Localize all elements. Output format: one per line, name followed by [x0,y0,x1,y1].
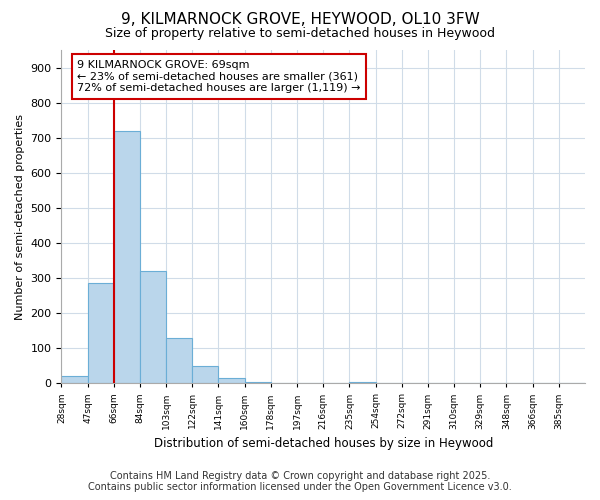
Text: Contains HM Land Registry data © Crown copyright and database right 2025.
Contai: Contains HM Land Registry data © Crown c… [88,471,512,492]
Bar [218,378,245,384]
Bar [114,130,140,384]
Bar [166,338,193,384]
Bar [88,284,114,384]
Bar [245,382,271,384]
Text: Size of property relative to semi-detached houses in Heywood: Size of property relative to semi-detach… [105,28,495,40]
Text: 9 KILMARNOCK GROVE: 69sqm
← 23% of semi-detached houses are smaller (361)
72% of: 9 KILMARNOCK GROVE: 69sqm ← 23% of semi-… [77,60,361,93]
Bar [349,382,376,384]
Bar [193,366,218,384]
Y-axis label: Number of semi-detached properties: Number of semi-detached properties [15,114,25,320]
Bar [61,376,88,384]
Bar [140,271,166,384]
X-axis label: Distribution of semi-detached houses by size in Heywood: Distribution of semi-detached houses by … [154,437,493,450]
Text: 9, KILMARNOCK GROVE, HEYWOOD, OL10 3FW: 9, KILMARNOCK GROVE, HEYWOOD, OL10 3FW [121,12,479,28]
Bar [271,382,297,384]
